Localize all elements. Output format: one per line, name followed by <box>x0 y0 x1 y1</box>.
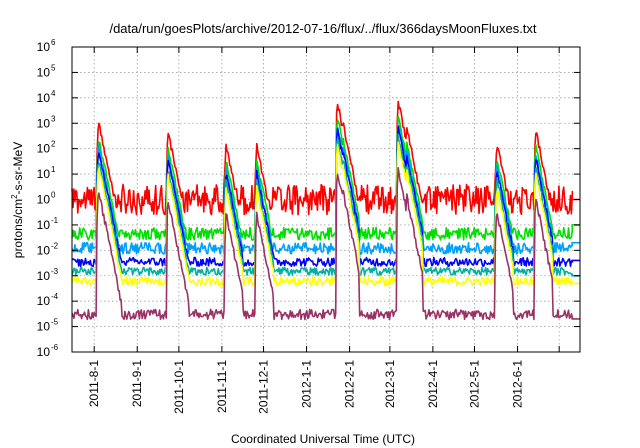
ticks: 10 -610 -510 -410 -310 -210 -110 010 110 210 310 41… <box>37 38 580 414</box>
y-tick-label: 10 <box>37 269 51 283</box>
y-tick-label: 10 <box>37 40 51 54</box>
x-tick-label: 2012-3-1 <box>383 360 397 408</box>
x-tick-label: 2012-1-1 <box>300 360 314 408</box>
y-axis-label: protons/cm2-s-sr-MeV <box>10 142 25 258</box>
y-tick-label: 10 <box>37 91 51 105</box>
y-tick-label-exponent: -5 <box>51 318 59 327</box>
y-tick-label: 10 <box>37 294 51 308</box>
y-tick-label-exponent: 1 <box>51 165 56 174</box>
y-axis-label-superscript: 2 <box>10 194 19 199</box>
series-line-2 <box>71 115 580 241</box>
x-tick-label: 2012-4-1 <box>426 360 440 408</box>
y-tick-label: 10 <box>37 345 51 359</box>
y-tick-label-exponent: 4 <box>51 89 56 98</box>
y-tick-label-exponent: 0 <box>51 191 56 200</box>
x-axis-label: Coordinated Universal Time (UTC) <box>231 432 415 446</box>
chart-title: /data/run/goesPlots/archive/2012-07-16/f… <box>109 21 536 36</box>
y-tick-label: 10 <box>37 243 51 257</box>
x-tick-label: 2011-10-1 <box>172 360 186 414</box>
y-tick-label: 10 <box>37 116 51 130</box>
y-tick-label: 10 <box>37 167 51 181</box>
y-tick-label-exponent: -6 <box>51 343 59 352</box>
x-tick-label: 2012-2-1 <box>343 360 357 408</box>
y-tick-label: 10 <box>37 320 51 334</box>
series-line-1 <box>71 100 580 216</box>
y-tick-label-exponent: 2 <box>51 140 56 149</box>
series-line-7 <box>71 167 580 321</box>
y-tick-label: 10 <box>37 193 51 207</box>
y-axis-label-prefix: protons/cm <box>11 199 25 258</box>
y-tick-label-exponent: -1 <box>51 216 59 225</box>
series-layer <box>71 100 580 321</box>
y-tick-label: 10 <box>37 142 51 156</box>
y-tick-label: 10 <box>37 218 51 232</box>
series-line-3 <box>71 124 580 255</box>
y-tick-label-exponent: 5 <box>51 63 56 72</box>
y-tick-label-exponent: 6 <box>51 38 56 47</box>
y-tick-label-exponent: -2 <box>51 241 59 250</box>
y-axis-label-suffix: -s-sr-MeV <box>11 142 25 195</box>
series-line-5 <box>71 133 580 277</box>
x-tick-label: 2011-8-1 <box>87 360 101 407</box>
x-tick-label: 2011-9-1 <box>130 360 144 407</box>
x-tick-label: 2012-5-1 <box>468 360 482 408</box>
series-line-6 <box>71 141 580 287</box>
series-line-4 <box>71 125 580 268</box>
x-tick-label: 2011-12-1 <box>257 360 271 414</box>
y-tick-label-exponent: -3 <box>51 267 59 276</box>
y-tick-label-exponent: -4 <box>51 292 59 301</box>
y-tick-label: 10 <box>37 65 51 79</box>
x-tick-label: 2011-11-1 <box>215 360 229 413</box>
y-tick-label-exponent: 3 <box>51 114 56 123</box>
x-tick-label: 2012-6-1 <box>511 360 525 408</box>
